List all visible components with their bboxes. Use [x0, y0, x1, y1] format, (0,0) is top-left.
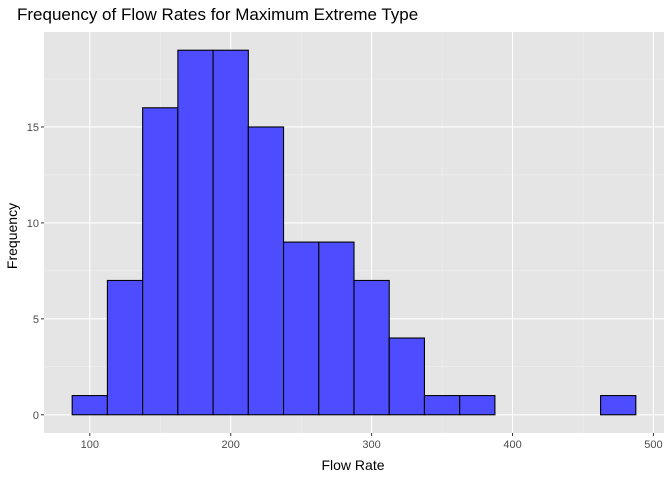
y-tick-label: 5: [33, 314, 39, 326]
histogram-bar: [71, 395, 108, 416]
histogram-bar: [142, 107, 179, 416]
histogram-bar: [106, 279, 144, 416]
x-tick-label: 100: [81, 439, 99, 451]
histogram-bar: [423, 395, 461, 416]
y-axis-title: Frequency: [4, 203, 20, 269]
x-axis-title: Flow Rate: [321, 457, 384, 473]
x-axis-ticks: 100 200 300 400 500: [81, 433, 663, 451]
y-axis-ticks: 0 5 10 15: [27, 122, 44, 422]
histogram-bar: [600, 395, 637, 416]
histogram-bar: [282, 241, 320, 416]
histogram-bar: [212, 49, 249, 416]
histogram-bar: [353, 279, 390, 416]
x-tick-label: 300: [362, 439, 380, 451]
bars: [71, 49, 637, 416]
histogram-bar: [459, 395, 496, 416]
histogram-bar: [318, 241, 355, 416]
x-tick-label: 400: [503, 439, 521, 451]
y-tick-label: 0: [33, 410, 39, 422]
x-tick-label: 500: [644, 439, 662, 451]
histogram-bar: [247, 126, 285, 416]
y-tick-label: 10: [27, 218, 39, 230]
histogram-bar: [177, 49, 214, 416]
histogram-bar: [388, 337, 426, 416]
y-tick-label: 15: [27, 122, 39, 134]
chart-title: Frequency of Flow Rates for Maximum Extr…: [17, 5, 418, 24]
x-tick-label: 200: [222, 439, 240, 451]
